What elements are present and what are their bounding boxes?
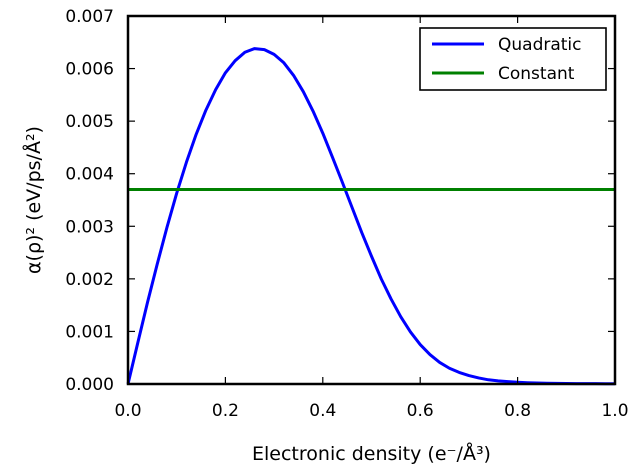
y-tick-label: 0.001: [65, 322, 114, 342]
x-tick-label: 0.8: [504, 401, 531, 421]
y-tick-label: 0.005: [65, 112, 114, 132]
legend-label-constant: Constant: [498, 64, 575, 84]
x-tick-label: 0.6: [407, 401, 434, 421]
y-tick-label: 0.003: [65, 217, 114, 237]
y-axis-label: α(ρ)² (eV/ps/Å²): [22, 126, 45, 274]
legend: Quadratic Constant: [419, 27, 607, 91]
legend-box: [419, 27, 607, 91]
series-layer: [126, 47, 615, 386]
y-tick-label: 0.007: [65, 7, 114, 27]
x-tick-label: 0.2: [212, 401, 239, 421]
y-tick-label: 0.000: [65, 375, 114, 395]
plot-frame: [126, 14, 617, 386]
x-tick-label: 1.0: [601, 401, 628, 421]
series-line-quadratic: [126, 47, 615, 386]
x-axis-label: Electronic density (e⁻/Å³): [252, 442, 491, 465]
y-tick-label: 0.002: [65, 270, 114, 290]
y-tick-label: 0.004: [65, 165, 114, 185]
x-tick-label: 0.4: [309, 401, 336, 421]
x-tick-label: 0.0: [114, 401, 141, 421]
y-tick-label: 0.006: [65, 60, 114, 80]
legend-label-quadratic: Quadratic: [498, 35, 582, 55]
ticks-layer: 0.0 0.2 0.4 0.6 0.8 1.0 0.000 0.001 0.002 0.003 0.…: [65, 7, 628, 421]
